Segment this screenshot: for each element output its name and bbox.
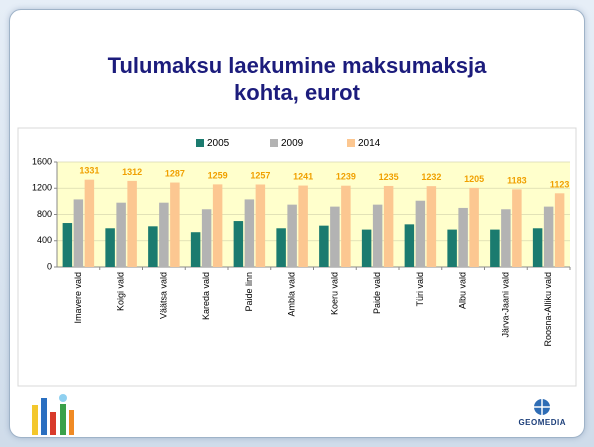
x-tick-label: Imavere vald <box>73 272 83 324</box>
y-tick-label: 800 <box>37 209 52 219</box>
bar <box>555 193 565 267</box>
x-tick-label: Ambla vald <box>287 272 297 317</box>
x-tick-label: Türi vald <box>415 272 425 307</box>
bar <box>234 221 244 267</box>
data-label: 1239 <box>336 172 356 182</box>
bar <box>447 230 457 267</box>
y-tick-label: 1200 <box>32 183 52 193</box>
legend-label: 2005 <box>207 138 230 149</box>
data-label: 1259 <box>208 170 228 180</box>
bar <box>159 203 169 267</box>
bar <box>287 205 297 267</box>
data-label: 1235 <box>379 172 399 182</box>
bar <box>105 228 115 267</box>
bar <box>469 188 479 267</box>
legend-label: 2009 <box>281 138 304 149</box>
logo-text: GEOMEDIA <box>518 418 566 427</box>
data-label: 1312 <box>122 167 142 177</box>
bar <box>202 209 212 267</box>
bar <box>533 228 543 267</box>
legend-swatch <box>347 139 355 147</box>
slide: 0 400 800 1200 1600 2005 2009 2014 1331 Imavere v… <box>0 0 594 447</box>
bar <box>490 230 500 267</box>
bar <box>213 184 223 267</box>
bar <box>373 205 383 267</box>
data-label: 1123 <box>550 179 570 189</box>
legend-swatch <box>270 139 278 147</box>
x-tick-label: Järva-Jaani vald <box>500 272 510 338</box>
bar <box>85 180 95 267</box>
bar <box>544 207 554 267</box>
bar <box>362 230 372 267</box>
bar <box>405 224 415 267</box>
bar <box>148 226 158 267</box>
bar <box>191 232 201 267</box>
data-label: 1331 <box>79 166 99 176</box>
bar <box>298 186 308 267</box>
y-tick-label: 1600 <box>32 156 52 166</box>
data-label: 1183 <box>507 175 527 185</box>
bar <box>341 186 351 267</box>
bar <box>127 181 137 267</box>
y-tick-label: 0 <box>47 261 52 271</box>
data-label: 1205 <box>464 174 484 184</box>
legend-swatch <box>196 139 204 147</box>
data-label: 1287 <box>165 169 185 179</box>
bar <box>512 189 522 267</box>
y-tick-label: 400 <box>37 235 52 245</box>
x-tick-label: Väätsa vald <box>158 272 168 319</box>
bar <box>330 207 340 267</box>
chart-title: Tulumaksu laekumine maksumaksja kohta, e… <box>87 52 507 106</box>
x-tick-label: Albu vald <box>458 272 468 309</box>
logo-globe <box>533 398 551 416</box>
bar <box>427 186 437 267</box>
bar <box>63 223 73 267</box>
bar <box>74 199 84 267</box>
bar <box>319 226 329 267</box>
x-tick-label: Roosna-Alliku vald <box>543 272 553 347</box>
bar <box>458 208 468 267</box>
bar <box>256 185 266 267</box>
bar <box>276 228 286 267</box>
x-tick-label: Koeru vald <box>329 272 339 315</box>
bar <box>384 186 394 267</box>
x-tick-label: Koigi vald <box>116 272 126 311</box>
x-tick-label: Paide linn <box>244 272 254 312</box>
data-label: 1232 <box>421 172 441 182</box>
logo: GEOMEDIA <box>518 398 566 427</box>
pencils-decoration <box>32 394 74 435</box>
bar <box>501 209 511 267</box>
x-tick-label: Kareda vald <box>201 272 211 320</box>
x-tick-label: Paide vald <box>372 272 382 314</box>
bar <box>116 203 126 267</box>
bar <box>245 199 255 267</box>
data-label: 1257 <box>250 171 270 181</box>
bar <box>416 201 426 267</box>
data-label: 1241 <box>293 172 313 182</box>
legend-label: 2014 <box>358 138 381 149</box>
bar <box>170 183 180 267</box>
